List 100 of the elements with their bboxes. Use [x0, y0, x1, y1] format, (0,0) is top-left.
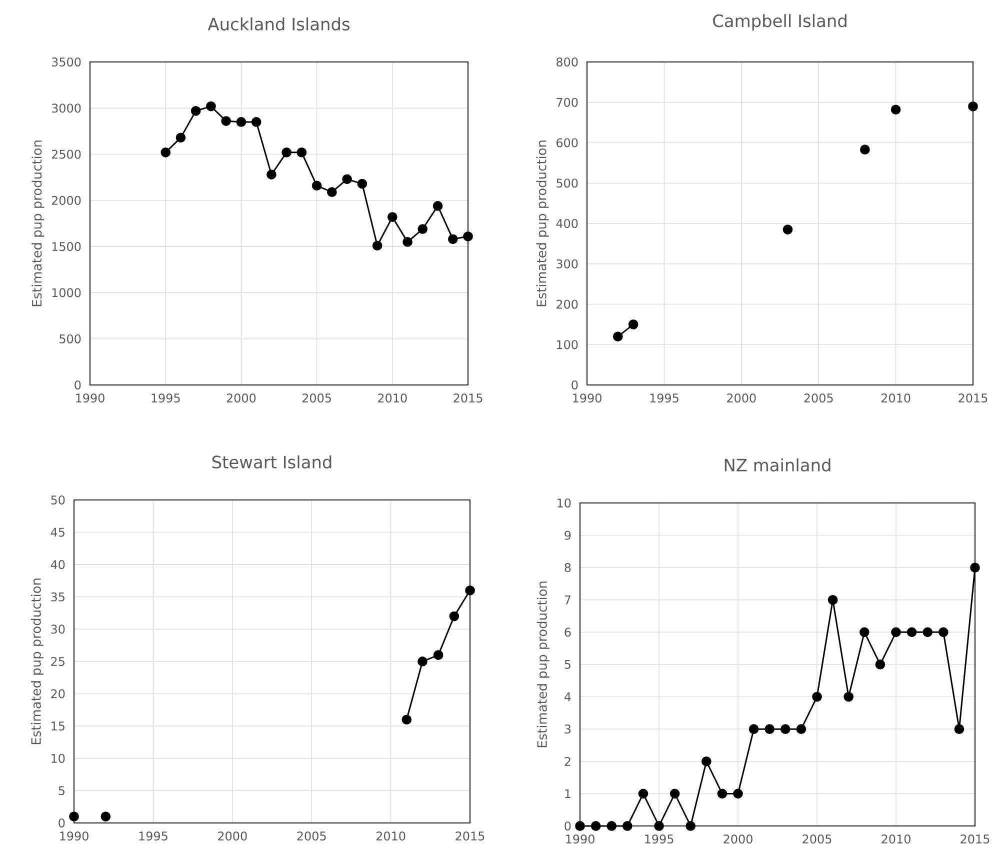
y-tick-label: 10 [558, 498, 571, 508]
point [606, 821, 617, 831]
point [296, 147, 307, 158]
y-tick-label: 300 [556, 259, 578, 268]
y-tick-label: 15 [52, 722, 64, 731]
y-tick-label: 500 [556, 178, 578, 188]
y-tick-label: 2500 [52, 150, 81, 159]
y-tick-label: 4 [564, 692, 571, 702]
point [890, 104, 901, 115]
chart-title: NZ mainland [724, 458, 830, 472]
point [968, 101, 978, 112]
point [796, 724, 806, 734]
x-tick-label: 2010 [881, 394, 910, 403]
point [387, 212, 398, 222]
x-tick-label: 2010 [376, 832, 406, 841]
point [575, 821, 585, 831]
point [372, 240, 382, 251]
y-tick-label: 0 [572, 380, 578, 390]
x-tick-label: 2010 [378, 394, 407, 403]
y-tick-label: 1500 [52, 242, 81, 252]
y-tick-label: 500 [60, 334, 81, 344]
y-tick-label: 100 [556, 340, 578, 350]
point [891, 627, 901, 638]
point [221, 116, 232, 126]
y-tick-label: 9 [564, 530, 571, 540]
x-tick-label: 1990 [60, 832, 88, 841]
point [938, 627, 948, 638]
y-tick-label: 3500 [52, 57, 81, 67]
y-tick-label: 600 [556, 138, 578, 148]
y-tick-label: 20 [51, 689, 65, 698]
y-tick-label: 800 [556, 57, 578, 67]
chart-title: Campbell Island [713, 14, 846, 30]
y-tick-label: 2000 [52, 196, 81, 205]
point [433, 650, 444, 660]
x-tick-label: 1990 [566, 834, 594, 844]
point [463, 231, 473, 242]
y-tick-label: 40 [50, 560, 65, 570]
y-tick-label: 10 [52, 754, 65, 763]
y-axis-title: Estimated pup production [536, 140, 549, 306]
point [764, 724, 775, 734]
x-tick-label: 2015 [960, 834, 990, 844]
y-axis-title: Estimated pup production [30, 578, 44, 744]
x-tick-label: 1995 [645, 834, 674, 844]
point [176, 132, 186, 143]
y-tick-label: 0 [564, 821, 571, 831]
point [859, 627, 870, 638]
point [282, 147, 292, 158]
y-tick-label: 1 [565, 789, 570, 798]
y-axis-title: Estimated pup production [536, 582, 550, 748]
point [970, 562, 980, 573]
x-tick-label: 2000 [724, 834, 752, 844]
point [780, 724, 790, 734]
y-tick-label: 0 [74, 380, 81, 390]
point [875, 660, 886, 670]
point [628, 319, 638, 330]
x-tick-label: 1995 [152, 394, 180, 403]
y-tick-label: 700 [556, 98, 578, 107]
point [100, 812, 111, 822]
x-tick-label: 1995 [139, 832, 168, 841]
y-tick-label: 0 [58, 818, 65, 828]
y-tick-label: 5 [564, 660, 570, 669]
x-tick-label: 2005 [804, 394, 833, 403]
point [622, 821, 632, 831]
point [312, 180, 322, 191]
point [357, 178, 368, 189]
point [449, 611, 460, 622]
x-tick-label: 1995 [650, 394, 678, 403]
x-tick-label: 2000 [226, 394, 256, 403]
y-tick-label: 8 [564, 563, 571, 572]
point [251, 117, 262, 127]
point [69, 812, 79, 822]
x-tick-label: 2005 [302, 394, 331, 403]
x-tick-label: 1990 [573, 394, 602, 403]
y-tick-label: 7 [564, 596, 570, 604]
x-tick-label: 2000 [218, 832, 247, 841]
y-tick-label: 200 [556, 300, 578, 309]
point [418, 224, 428, 234]
point [733, 788, 743, 799]
point [326, 187, 337, 198]
point [954, 724, 964, 734]
point [701, 756, 712, 766]
y-tick-label: 2 [564, 756, 570, 766]
point [906, 627, 917, 638]
y-tick-label: 30 [51, 624, 65, 634]
x-tick-label: 1990 [76, 394, 104, 403]
point [590, 821, 601, 831]
y-tick-label: 1000 [52, 288, 81, 298]
point [748, 724, 759, 734]
x-tick-label: 2015 [454, 394, 482, 403]
y-tick-label: 3000 [52, 104, 81, 113]
point [266, 170, 276, 180]
point [236, 117, 246, 127]
point [402, 714, 412, 725]
x-tick-label: 2015 [958, 394, 988, 403]
x-tick-label: 2015 [456, 832, 484, 841]
point [638, 788, 648, 799]
point [782, 224, 793, 234]
y-tick-label: 6 [564, 628, 571, 637]
y-tick-label: 25 [51, 656, 64, 666]
point [670, 788, 680, 799]
